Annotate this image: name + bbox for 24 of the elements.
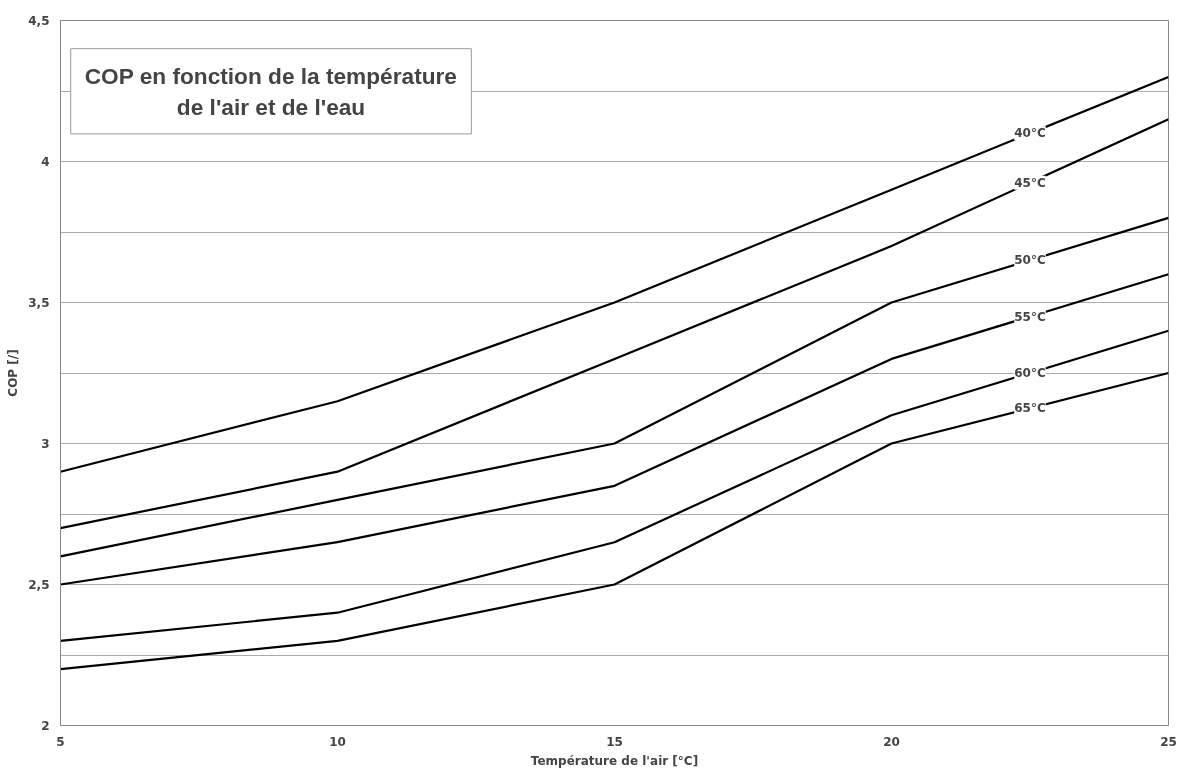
series-label: 50°C xyxy=(1014,253,1046,268)
y-tick-label: 2,5 xyxy=(28,578,50,592)
x-tick-label: 5 xyxy=(56,734,65,749)
y-tick-label: 4 xyxy=(41,155,50,169)
y-axis-title: COP [/] xyxy=(6,349,21,397)
line-series xyxy=(60,216,1169,558)
line-series xyxy=(60,329,1169,642)
y-tick-label: 2 xyxy=(41,719,50,733)
x-tick-label: 25 xyxy=(1160,734,1177,749)
y-tick-label: 4,5 xyxy=(28,14,50,28)
x-axis-title: Température de l'air [°C] xyxy=(530,753,699,768)
line-series xyxy=(60,118,1169,530)
line-series xyxy=(60,273,1169,586)
series-label: 65°C xyxy=(1014,401,1046,416)
text: COP en fonction de la température de l'air et de l'eau xyxy=(84,62,457,120)
x-tick-label: 20 xyxy=(883,734,900,749)
series-label: 40°C xyxy=(1014,126,1046,141)
x-tick-label: 15 xyxy=(606,734,623,749)
x-tick-label: 10 xyxy=(329,734,346,749)
series-label: 45°C xyxy=(1014,175,1046,190)
series-label: 60°C xyxy=(1014,366,1046,380)
y-tick-label: 3 xyxy=(41,437,50,451)
y-tick-label: 3,5 xyxy=(28,296,50,310)
series-label: 55°C xyxy=(1014,309,1046,324)
